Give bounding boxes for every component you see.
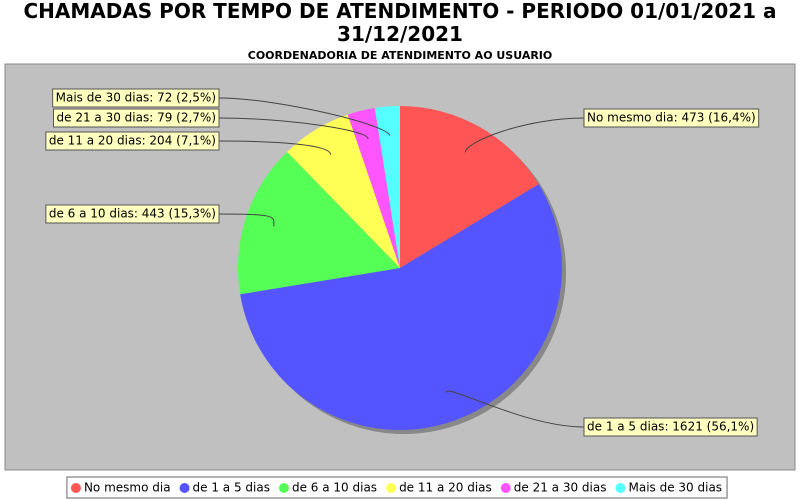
legend-label: de 1 a 5 dias (193, 481, 270, 495)
slice-label-box (45, 204, 220, 224)
legend-box (66, 476, 728, 499)
legend-swatch (386, 483, 397, 493)
leader-line (218, 140, 332, 155)
pie-slice (287, 114, 400, 268)
slice-label-group: de 21 a 30 dias: 79 (2,7%) (53, 108, 220, 128)
slice-label-box (53, 108, 220, 128)
legend-swatch (179, 483, 190, 493)
slice-label-group: de 6 a 10 dias: 443 (15,3%) (45, 204, 220, 224)
slice-label-box (583, 417, 758, 437)
pie-slice (238, 151, 400, 295)
pie-slice (400, 106, 539, 268)
pie-slice (374, 106, 400, 268)
slice-label-box (52, 88, 220, 108)
legend-swatch (615, 483, 626, 493)
slice-label-box (45, 131, 220, 151)
legend-swatch (70, 483, 81, 493)
pie-slice (347, 107, 400, 269)
leader-line (218, 97, 391, 136)
leader-line (445, 390, 585, 428)
slice-label: de 21 a 30 dias: 79 (2,7%) (57, 111, 217, 125)
chart-subtitle: COORDENADORIA DE ATENDIMENTO AO USUARIO (247, 49, 553, 62)
leader-line (464, 117, 585, 153)
legend-swatch (278, 483, 289, 493)
slice-label-group: de 1 a 5 dias: 1621 (56,1%) (583, 417, 758, 437)
leader-line (218, 117, 369, 140)
slice-label: de 6 a 10 dias: 443 (15,3%) (49, 207, 216, 221)
legend-label: de 6 a 10 dias (292, 481, 377, 495)
pie-slice (240, 184, 562, 431)
legend-label: Mais de 30 dias (629, 481, 723, 495)
slice-label: de 11 a 20 dias: 204 (7,1%) (49, 134, 216, 148)
slice-label-group: Mais de 30 dias: 72 (2,5%) (52, 88, 220, 108)
slice-label-group: No mesmo dia: 473 (16,4%) (583, 108, 760, 128)
slice-label-box (583, 108, 760, 128)
slice-label-group: de 11 a 20 dias: 204 (7,1%) (45, 131, 220, 151)
chart-title: CHAMADAS POR TEMPO DE ATENDIMENTO - PERI… (23, 0, 777, 46)
legend: No mesmo dia de 1 a 5 dias de 6 a 10 dias d… (66, 476, 728, 499)
slice-label: Mais de 30 dias: 72 (2,5%) (56, 91, 216, 105)
legend-label: de 21 a 30 dias (514, 481, 607, 495)
leader-line (218, 213, 275, 227)
legend-swatch (500, 483, 511, 493)
slice-label: No mesmo dia: 473 (16,4%) (587, 111, 756, 125)
legend-label: de 11 a 20 dias (399, 481, 492, 495)
legend-label: No mesmo dia (84, 481, 171, 495)
slice-label: de 1 a 5 dias: 1621 (56,1%) (587, 420, 754, 434)
